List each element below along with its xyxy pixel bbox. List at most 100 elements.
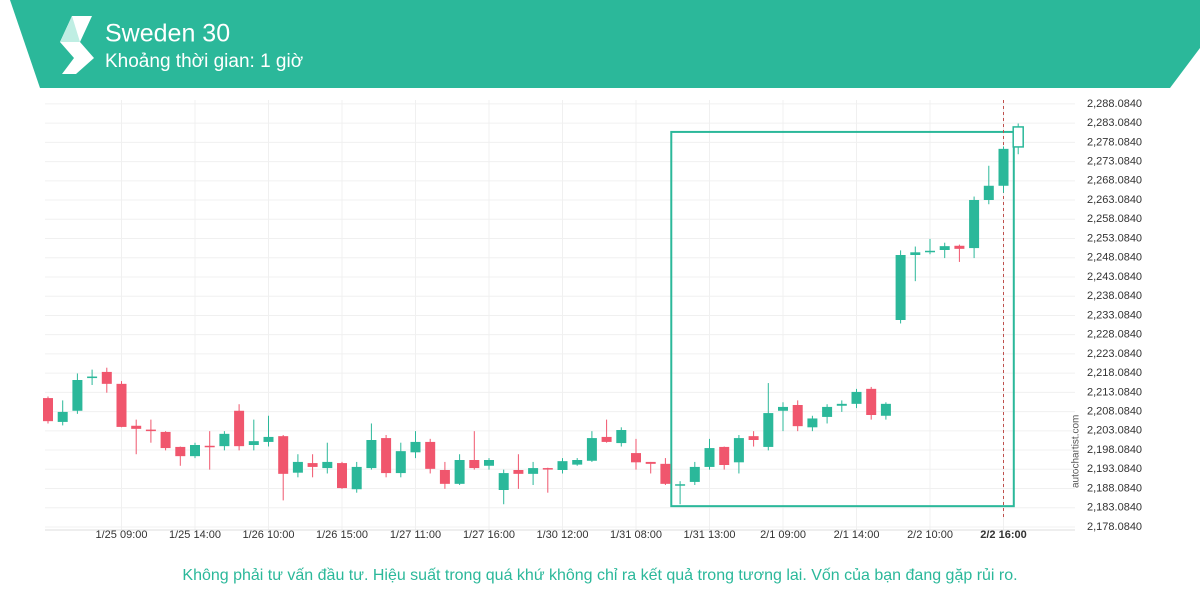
candle-body [484, 460, 494, 466]
candle-body [645, 461, 656, 464]
candle-body [439, 470, 450, 484]
candle-body [425, 441, 436, 469]
x-tick-label: 1/25 09:00 [96, 529, 148, 541]
candle-body [263, 436, 274, 442]
x-tick-label: 1/26 15:00 [316, 529, 368, 541]
y-tick-label: 2,253.0840 [1087, 232, 1142, 244]
y-tick-label: 2,218.0840 [1087, 367, 1142, 379]
x-tick-label: 2/2 10:00 [907, 529, 953, 541]
y-tick-label: 2,198.0840 [1087, 444, 1142, 456]
header-banner [10, 0, 1200, 88]
candle-body [234, 410, 245, 447]
candle-body [969, 200, 980, 249]
candle-body [175, 446, 186, 457]
candle-body [72, 380, 83, 411]
candle-body [836, 403, 847, 406]
y-tick-label: 2,288.0840 [1087, 98, 1142, 110]
y-tick-label: 2,213.0840 [1087, 386, 1142, 398]
y-tick-label: 2,193.0840 [1087, 463, 1142, 475]
chart-subtitle: Khoảng thời gian: 1 giờ [105, 51, 303, 72]
pattern-box [670, 130, 1015, 508]
candle-body [366, 440, 377, 469]
candle-body [601, 436, 612, 442]
x-tick-label: 1/31 08:00 [610, 529, 662, 541]
candle-body [763, 413, 774, 447]
y-tick-label: 2,258.0840 [1087, 213, 1142, 225]
candle-body [454, 460, 465, 484]
candle-body [880, 403, 891, 416]
y-tick-label: 2,278.0840 [1087, 136, 1142, 148]
x-tick-label: 1/27 11:00 [390, 529, 441, 541]
candle-body [748, 436, 759, 440]
y-tick-label: 2,273.0840 [1087, 156, 1142, 168]
x-tick-label: 1/31 13:00 [684, 529, 736, 541]
candle-body [528, 468, 539, 474]
candle-body [792, 405, 803, 427]
candle-body [410, 441, 421, 453]
candle-body [689, 466, 700, 482]
disclaimer: Không phải tư vấn đầu tư. Hiệu suất tron… [182, 567, 1017, 584]
candle-body [778, 406, 788, 411]
candle-body [381, 438, 392, 474]
candle-body [572, 460, 583, 465]
candle-body [704, 448, 715, 467]
y-tick-label: 2,223.0840 [1087, 348, 1142, 360]
candle-body [337, 463, 347, 489]
y-tick-label: 2,268.0840 [1087, 175, 1142, 187]
candle-body [278, 436, 289, 474]
y-tick-label: 2,263.0840 [1087, 194, 1142, 206]
candle-body [616, 430, 627, 444]
candle-body [322, 461, 333, 469]
candle-body [851, 391, 862, 404]
candle-body [395, 451, 406, 474]
candle-body [733, 438, 744, 463]
candle-body [43, 398, 53, 422]
y-tick-label: 2,283.0840 [1087, 117, 1142, 129]
logo [60, 16, 94, 74]
candle-body [954, 245, 965, 249]
y-tick-label: 2,208.0840 [1087, 406, 1142, 418]
x-tick-label: 1/30 12:00 [537, 529, 589, 541]
candle-body [87, 376, 98, 379]
y-tick-label: 2,238.0840 [1087, 290, 1142, 302]
x-tick-label: 1/26 10:00 [243, 529, 295, 541]
chart-title: Sweden 30 [105, 20, 230, 48]
candle-body [925, 250, 935, 253]
candle-body [939, 246, 950, 250]
x-tick-label: 1/27 16:00 [463, 529, 515, 541]
y-tick-label: 2,203.0840 [1087, 425, 1142, 437]
candle-body [307, 463, 318, 467]
candle-body [513, 470, 524, 474]
x-tick-label: 2/2 16:00 [980, 529, 1026, 541]
logo-shade [60, 16, 80, 42]
candle-body [586, 438, 597, 461]
x-tick-label: 1/25 14:00 [169, 529, 221, 541]
candle-body [807, 418, 818, 428]
candle-body [660, 463, 671, 484]
candle-body [190, 445, 200, 457]
y-tick-label: 2,178.0840 [1087, 521, 1142, 533]
candle-body [1012, 126, 1024, 148]
y-tick-label: 2,183.0840 [1087, 502, 1142, 514]
candle-body [57, 411, 68, 422]
candle-body [895, 255, 906, 320]
candle-body [145, 429, 156, 432]
watermark: autochartist.com [1071, 415, 1082, 488]
candle-body [631, 453, 641, 463]
candle-body [983, 185, 994, 200]
candle-body [204, 445, 215, 448]
x-tick-label: 2/1 09:00 [760, 529, 806, 541]
candle-body [719, 446, 730, 465]
candle-body [131, 425, 142, 429]
y-tick-label: 2,243.0840 [1087, 271, 1142, 283]
candle-body [675, 484, 686, 486]
candle-body [866, 388, 877, 415]
candle-body [469, 460, 480, 469]
candle-body [498, 473, 509, 490]
candle-body [822, 406, 833, 417]
candle-body [351, 466, 362, 490]
candle-body [998, 148, 1009, 186]
candle-body [557, 461, 568, 470]
